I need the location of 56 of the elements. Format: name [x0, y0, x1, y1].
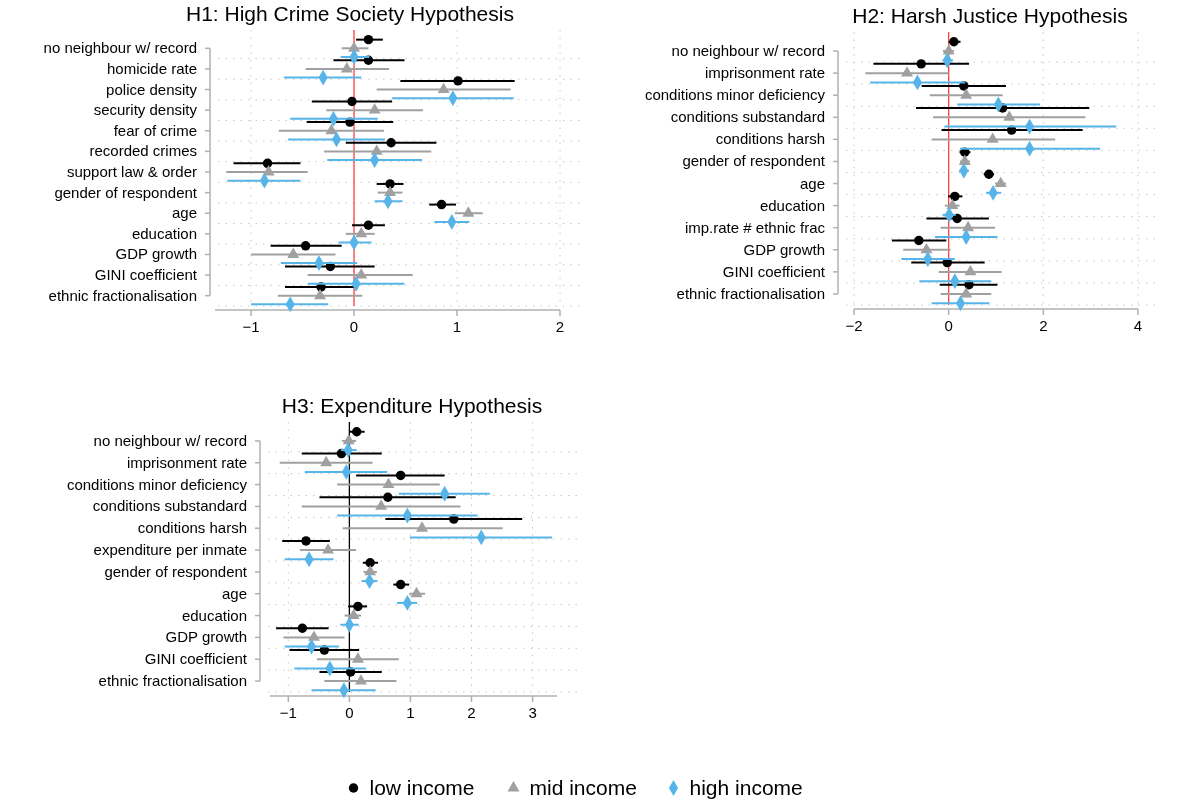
y-tick-label: security density	[93, 101, 198, 119]
y-tick-label: police density	[106, 80, 198, 98]
y-tick-label: education	[759, 196, 825, 214]
x-tick-label: 3	[528, 704, 537, 721]
legend-label: low income	[369, 776, 475, 799]
legend-label: high income	[689, 776, 803, 799]
y-tick-label: gender of respondent	[54, 183, 198, 201]
x-tick-label: 2	[555, 318, 565, 335]
x-tick-label: 4	[1133, 317, 1143, 334]
x-tick-label: 1	[452, 318, 462, 335]
y-tick-label: GINI coefficient	[144, 650, 248, 668]
y-tick-label: conditions minor deficiency	[644, 86, 826, 104]
y-tick-label: gender of respondent	[682, 152, 826, 170]
y-tick-label: expenditure per inmate	[93, 541, 247, 559]
y-tick-label: imprisonment rate	[126, 453, 247, 471]
y-tick-label: recorded crimes	[89, 142, 197, 160]
y-tick-label: no neighbour w/ record	[43, 39, 197, 57]
y-tick-label: conditions harsh	[715, 130, 825, 148]
y-tick-label: no neighbour w/ record	[671, 42, 825, 60]
y-tick-label: ethnic fractionalisation	[676, 284, 825, 302]
x-tick-label: −1	[279, 704, 297, 721]
y-tick-label: no neighbour w/ record	[93, 431, 247, 449]
x-tick-label: 2	[1039, 317, 1048, 334]
y-tick-label: education	[131, 224, 197, 242]
legend-label: mid income	[529, 776, 637, 799]
x-tick-label: 2	[467, 704, 476, 721]
y-tick-label: age	[221, 584, 247, 602]
y-tick-label: gender of respondent	[104, 562, 248, 580]
y-tick-label: age	[799, 174, 825, 192]
y-tick-label: conditions substandard	[92, 497, 247, 515]
chart-title: H3: Expenditure Hypothesis	[281, 394, 543, 417]
x-tick-label: −1	[242, 318, 260, 335]
y-tick-label: age	[171, 204, 197, 222]
y-tick-label: conditions minor deficiency	[66, 475, 248, 493]
y-tick-label: imprisonment rate	[704, 64, 825, 82]
chart-title: H2: Harsh Justice Hypothesis	[852, 4, 1128, 27]
y-tick-label: ethnic fractionalisation	[98, 672, 247, 690]
y-tick-label: GDP growth	[743, 240, 825, 258]
x-tick-label: −2	[845, 317, 863, 334]
y-tick-label: fear of crime	[113, 121, 197, 139]
y-tick-label: imp.rate # ethnic frac	[684, 218, 826, 236]
x-tick-label: 0	[345, 704, 354, 721]
x-tick-label: 1	[406, 704, 415, 721]
x-tick-label: 0	[944, 317, 953, 334]
y-tick-label: GINI coefficient	[722, 262, 826, 280]
y-tick-label: GDP growth	[115, 245, 197, 263]
y-tick-label: GDP growth	[165, 628, 247, 646]
y-tick-label: ethnic fractionalisation	[48, 286, 197, 304]
chart-title: H1: High Crime Society Hypothesis	[186, 2, 514, 25]
y-tick-label: GINI coefficient	[94, 266, 198, 284]
y-tick-label: homicide rate	[106, 59, 197, 77]
y-tick-label: conditions substandard	[670, 108, 825, 126]
y-tick-label: education	[181, 606, 247, 624]
x-tick-label: 0	[349, 318, 359, 335]
y-tick-label: support law & order	[66, 163, 197, 180]
y-tick-label: conditions harsh	[137, 519, 247, 537]
